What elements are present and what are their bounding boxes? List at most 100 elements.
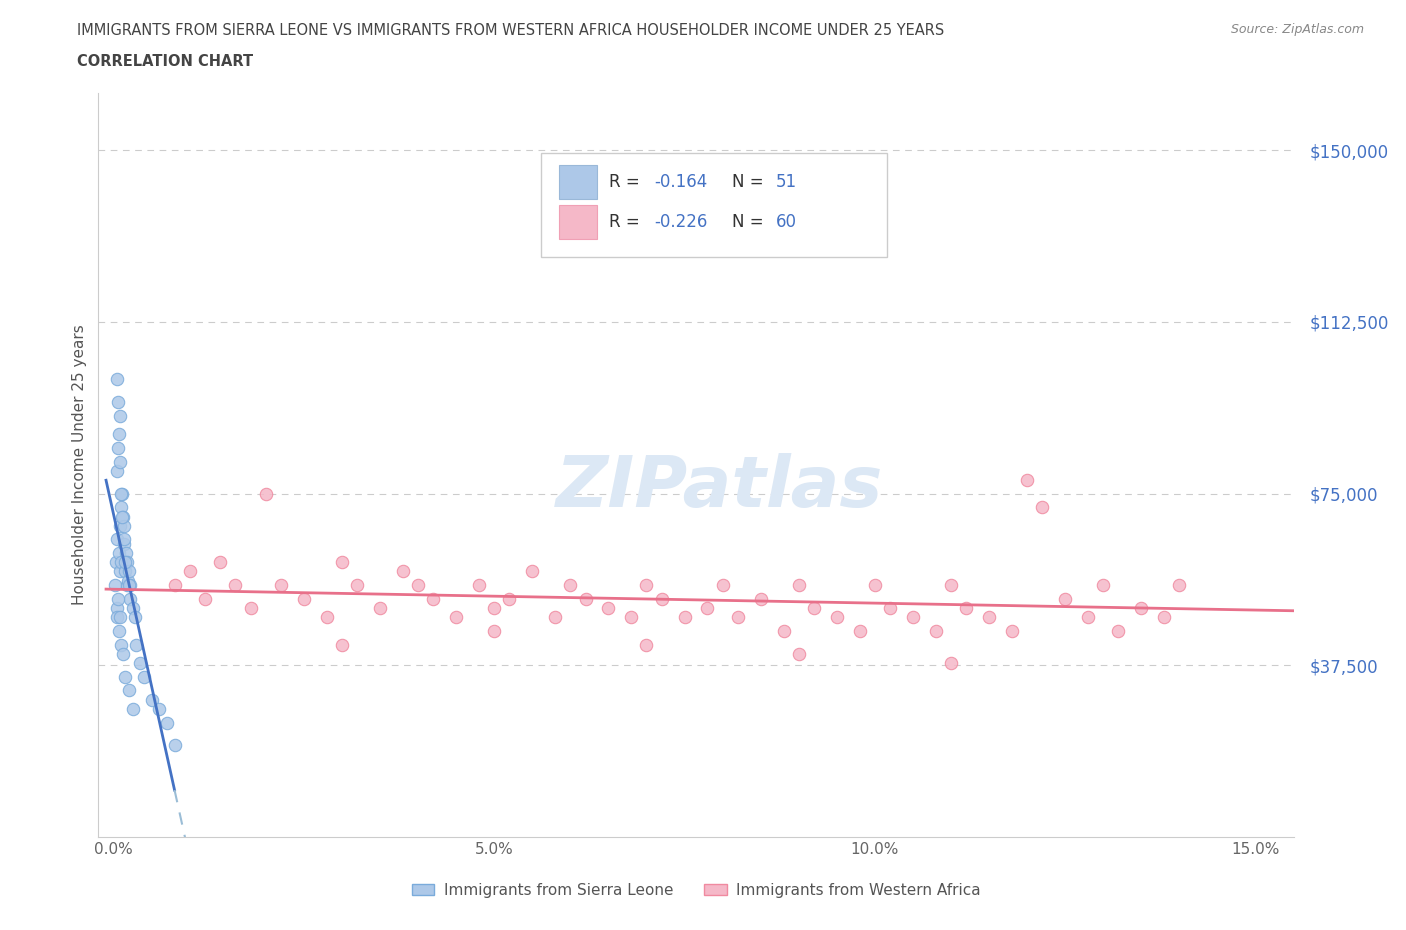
Point bbox=[148, 701, 170, 716]
Point bbox=[1031, 500, 1053, 515]
Text: Source: ZipAtlas.com: Source: ZipAtlas.com bbox=[1230, 23, 1364, 36]
Point bbox=[107, 372, 129, 387]
Text: 60: 60 bbox=[776, 213, 797, 231]
Text: -0.164: -0.164 bbox=[654, 173, 707, 192]
Point bbox=[315, 610, 337, 625]
Point bbox=[107, 441, 129, 456]
Point bbox=[114, 546, 136, 561]
Point bbox=[939, 656, 962, 671]
Point bbox=[111, 509, 134, 524]
Point bbox=[1107, 623, 1129, 638]
Point bbox=[901, 610, 924, 625]
Point bbox=[118, 591, 141, 606]
Point bbox=[194, 591, 217, 606]
Point bbox=[108, 546, 131, 561]
Point bbox=[104, 578, 127, 592]
Point bbox=[107, 532, 129, 547]
Point bbox=[636, 637, 658, 652]
Text: R =: R = bbox=[609, 213, 640, 231]
Point bbox=[636, 578, 658, 592]
Point bbox=[121, 701, 143, 716]
Point bbox=[727, 610, 749, 625]
Point bbox=[105, 601, 128, 616]
Point bbox=[1130, 601, 1153, 616]
Point bbox=[239, 601, 262, 616]
Point bbox=[115, 578, 138, 592]
Point bbox=[179, 564, 201, 578]
Point bbox=[522, 564, 544, 578]
Point bbox=[107, 394, 129, 409]
Point bbox=[114, 555, 136, 570]
Point bbox=[444, 610, 467, 625]
Point bbox=[163, 578, 186, 592]
Point bbox=[111, 509, 134, 524]
Point bbox=[879, 601, 901, 616]
Point bbox=[787, 646, 810, 661]
Point bbox=[749, 591, 772, 606]
Point bbox=[110, 637, 132, 652]
Point bbox=[498, 591, 520, 606]
Point bbox=[560, 578, 582, 592]
Point bbox=[141, 692, 163, 707]
Point bbox=[132, 670, 155, 684]
Point bbox=[673, 610, 696, 625]
Point bbox=[406, 578, 429, 592]
Point bbox=[544, 610, 567, 625]
Point bbox=[125, 637, 148, 652]
Point bbox=[468, 578, 491, 592]
Point bbox=[620, 610, 643, 625]
Point bbox=[484, 601, 506, 616]
Point bbox=[1017, 472, 1039, 487]
Point bbox=[598, 601, 620, 616]
Point bbox=[107, 610, 129, 625]
Text: -0.226: -0.226 bbox=[654, 213, 707, 231]
Point bbox=[1153, 610, 1175, 625]
FancyBboxPatch shape bbox=[558, 166, 596, 199]
Point bbox=[1054, 591, 1077, 606]
Point bbox=[104, 555, 127, 570]
Point bbox=[110, 555, 132, 570]
Point bbox=[484, 623, 506, 638]
Point bbox=[696, 601, 718, 616]
Point bbox=[825, 610, 848, 625]
Point bbox=[112, 532, 135, 547]
Point bbox=[110, 500, 132, 515]
Point bbox=[111, 646, 134, 661]
Point bbox=[107, 591, 129, 606]
Point bbox=[787, 578, 810, 592]
Point bbox=[129, 656, 152, 671]
Text: 51: 51 bbox=[776, 173, 797, 192]
Point bbox=[977, 610, 1000, 625]
Text: IMMIGRANTS FROM SIERRA LEONE VS IMMIGRANTS FROM WESTERN AFRICA HOUSEHOLDER INCOM: IMMIGRANTS FROM SIERRA LEONE VS IMMIGRAN… bbox=[77, 23, 945, 38]
Point bbox=[863, 578, 886, 592]
Point bbox=[254, 486, 277, 501]
Point bbox=[112, 518, 135, 533]
Point bbox=[110, 454, 132, 469]
Point bbox=[1168, 578, 1191, 592]
Point bbox=[118, 683, 141, 698]
Point bbox=[108, 427, 131, 442]
Legend: Immigrants from Sierra Leone, Immigrants from Western Africa: Immigrants from Sierra Leone, Immigrants… bbox=[405, 877, 987, 904]
Point bbox=[110, 564, 132, 578]
Point bbox=[111, 486, 134, 501]
Point bbox=[330, 555, 353, 570]
Point bbox=[209, 555, 232, 570]
Point bbox=[156, 715, 179, 730]
Text: CORRELATION CHART: CORRELATION CHART bbox=[77, 54, 253, 69]
Point bbox=[939, 578, 962, 592]
Point bbox=[711, 578, 734, 592]
Point bbox=[803, 601, 825, 616]
Point bbox=[114, 564, 136, 578]
Point bbox=[270, 578, 292, 592]
Point bbox=[124, 610, 146, 625]
Text: ZIPatlas: ZIPatlas bbox=[557, 453, 883, 522]
Point bbox=[1092, 578, 1115, 592]
Point bbox=[224, 578, 246, 592]
Point bbox=[118, 578, 141, 592]
Point bbox=[117, 555, 139, 570]
Point bbox=[292, 591, 315, 606]
Point bbox=[108, 623, 131, 638]
Point bbox=[330, 637, 353, 652]
Point bbox=[108, 408, 131, 423]
Point bbox=[118, 564, 141, 578]
